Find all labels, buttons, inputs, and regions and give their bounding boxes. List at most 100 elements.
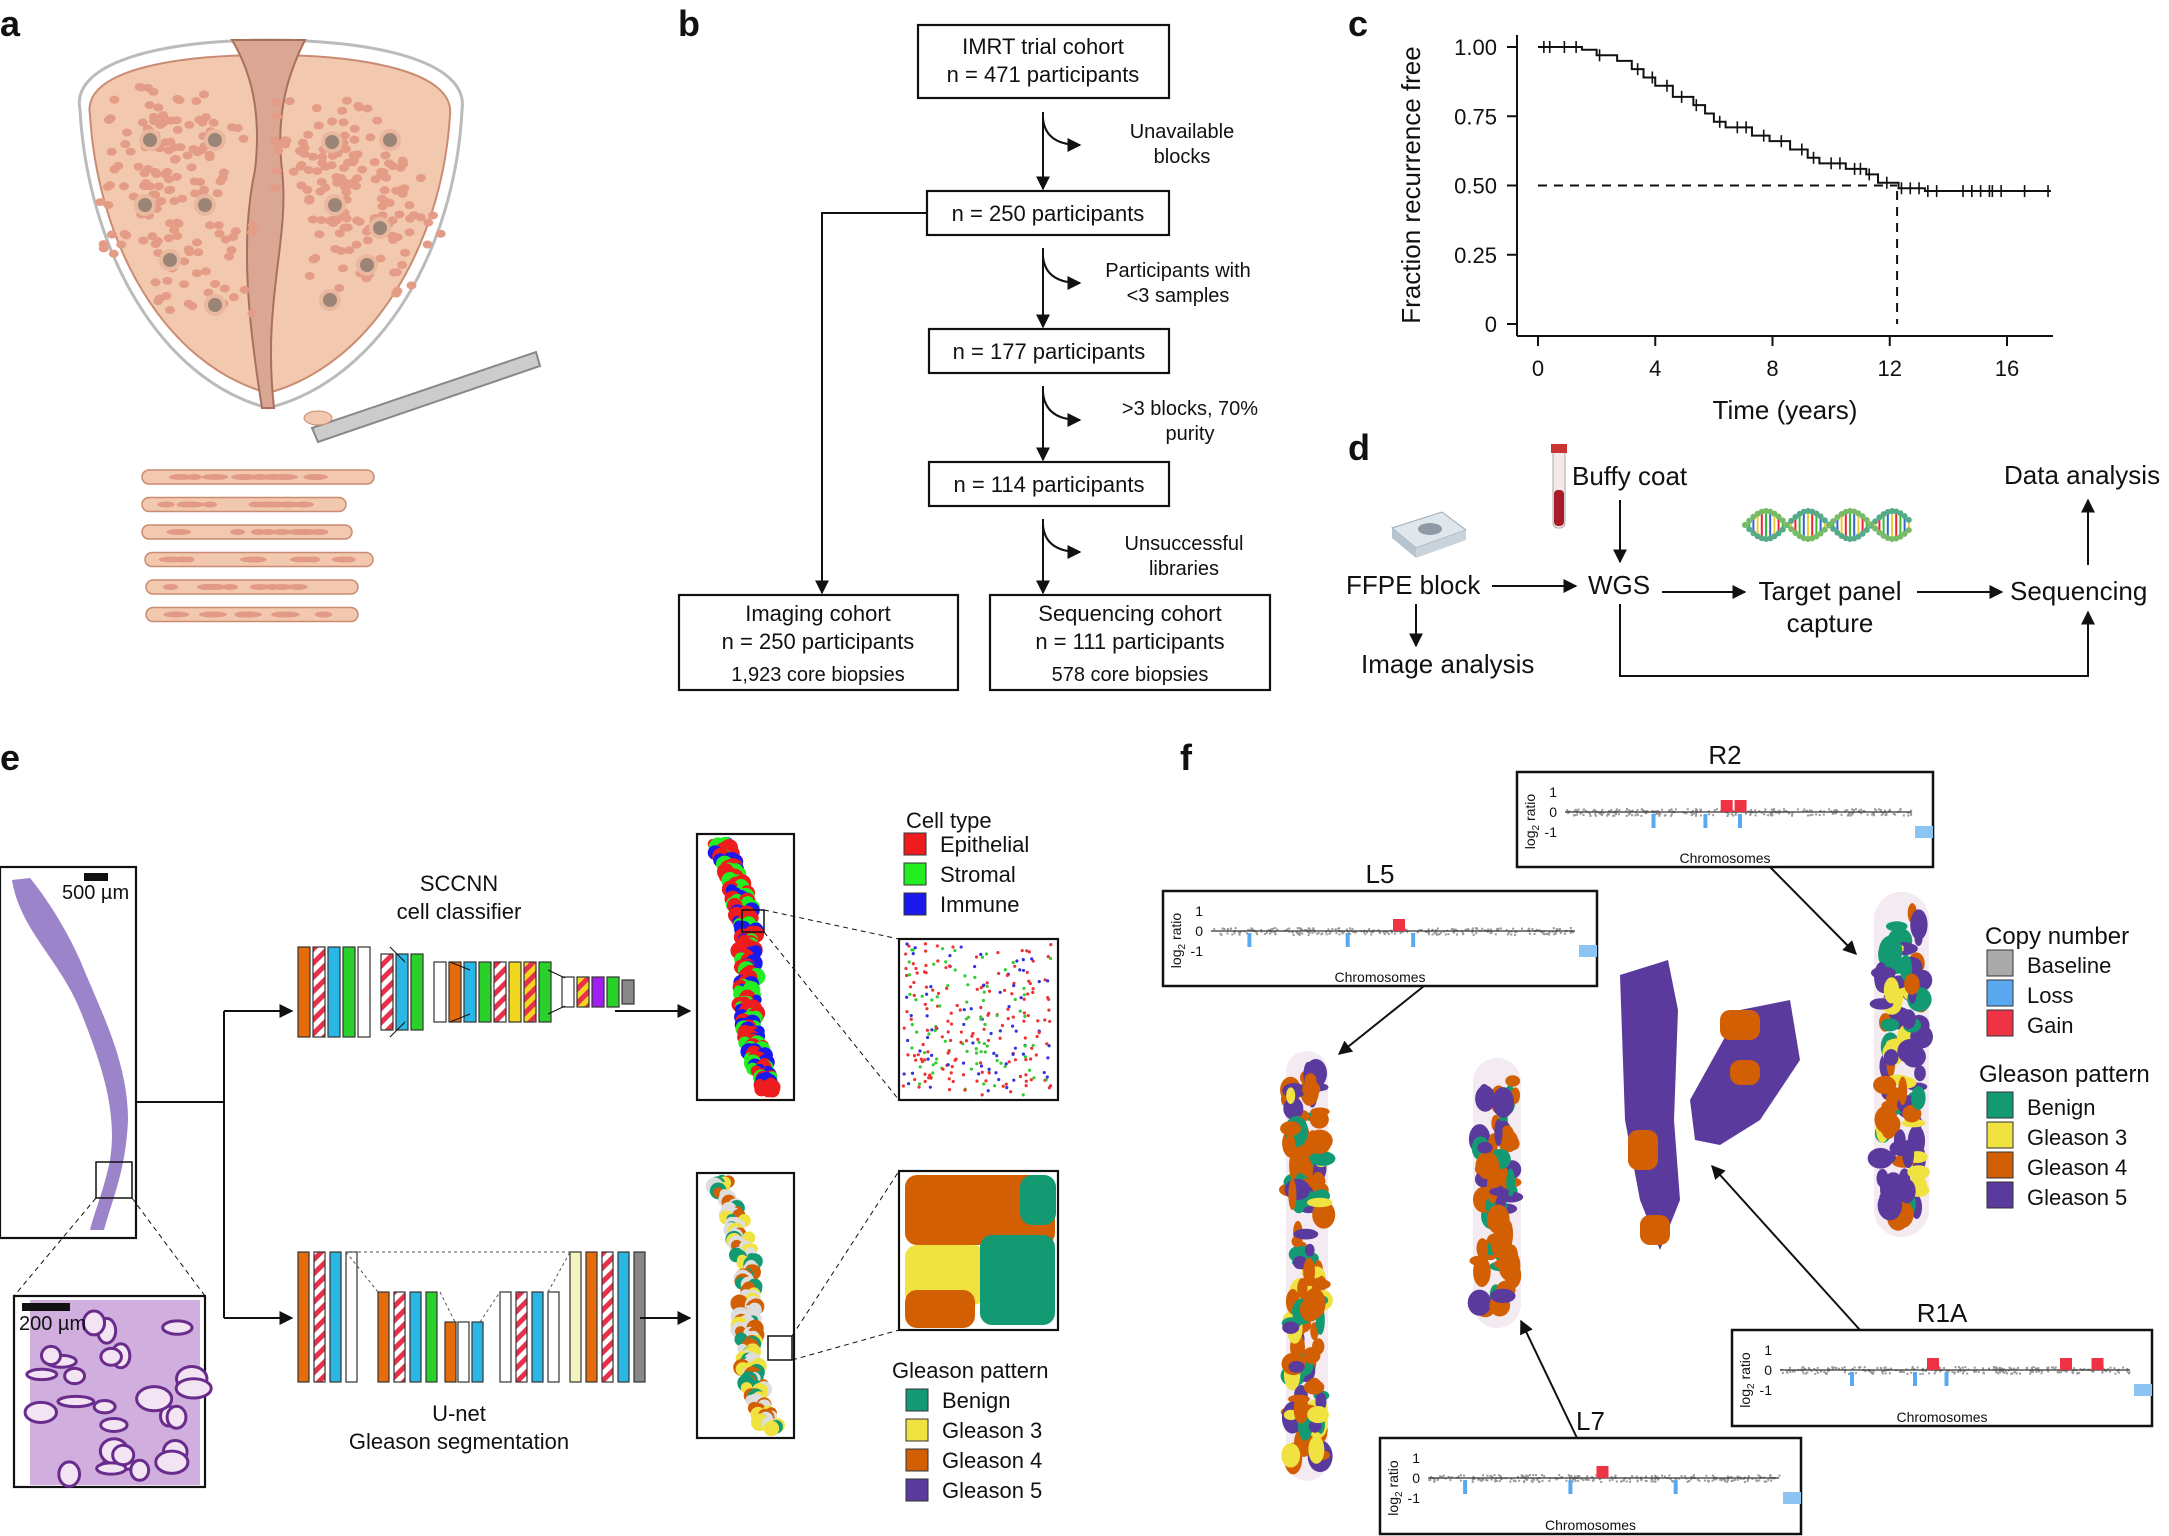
buffy-coat-label: Buffy coat [1572,461,1688,491]
baseline-point [1433,1480,1436,1483]
baseline-point [1611,1478,1614,1481]
baseline-point [1730,1479,1733,1482]
tumor-spot [415,173,426,182]
cell-dot [1035,1034,1039,1039]
baseline-point [1756,1480,1759,1483]
trial-cohort-title: IMRT trial cohort [962,34,1124,59]
baseline-point [1234,927,1237,930]
baseline-point [1472,933,1475,936]
baseline-point [1481,927,1484,930]
baseline-point [1574,808,1577,811]
baseline-point [1325,931,1328,934]
layer [357,946,371,1038]
baseline-point [1571,931,1574,934]
tumor-spot [317,159,328,168]
baseline-point [1433,1478,1436,1481]
tumor-spot [273,140,284,149]
baseline-point [1370,933,1373,936]
legend-swatch-baseline [1986,949,2014,977]
imaging-n: n = 250 participants [722,629,915,654]
tumor-spot [435,229,446,238]
baseline-point [1226,932,1229,935]
baseline-point [1251,928,1254,931]
tumor-spot [387,231,398,240]
strand [1771,510,1778,517]
baseline-point [1390,931,1393,934]
x-axis-label: Chromosomes [1334,969,1425,985]
baseline-point [1758,810,1761,813]
cell-dot [946,1019,950,1023]
baseline-point [1540,931,1543,934]
baseline-point [1606,814,1609,817]
baseline-point [2126,1370,2129,1373]
core-focus [303,474,327,480]
tumor-spot [140,179,151,188]
gland [81,1309,107,1337]
baseline-point [1995,1371,1998,1374]
tumor-spot [103,200,114,209]
core-focus [276,501,301,508]
gain-segment [1720,800,1733,812]
baseline-point [1874,808,1877,811]
strand [1830,525,1837,532]
tumor-spot [397,156,408,165]
cell-dot [1046,955,1050,959]
tumor-spot [187,302,198,311]
baseline-point [1864,1370,1867,1373]
baseline-point [1732,810,1735,813]
baseline-point [2019,1372,2022,1375]
baseline-point [1586,1475,1589,1478]
baseline-point [1313,930,1316,933]
tumor-spot [334,284,345,293]
baseline-point [1879,808,1882,811]
baseline-point [1512,1479,1515,1482]
layer [617,1251,630,1383]
y-tick-label: 0 [1412,1470,1420,1486]
baseline-point [1680,1475,1683,1478]
core [141,496,347,513]
baseline-point [1312,928,1315,931]
baseline-point [1672,1480,1675,1483]
tumor-region [1506,1168,1516,1197]
baseline-point [1311,932,1314,935]
baseline-point [1909,813,1912,816]
tumor-region [1498,1249,1521,1282]
baseline-point [1512,927,1515,930]
baseline-point [1683,811,1686,814]
tumor-spot [113,161,124,170]
cell-dot [954,1057,958,1061]
baseline-point [1802,1366,1805,1369]
cell-dot [1007,1005,1011,1009]
baseline-point [1712,814,1715,817]
baseline-point [1837,1367,1840,1370]
tumor-region [1281,1443,1301,1468]
baseline-point [1650,1475,1653,1478]
cell-dot [1012,984,1016,988]
baseline-point [1615,808,1618,811]
tumor-cell [204,294,226,316]
tumor-spot [104,181,115,190]
core-focus [307,556,321,563]
baseline-point [1335,932,1338,935]
tumor-spot [380,151,391,160]
cell-dot [1003,968,1007,972]
layer [601,1251,614,1383]
baseline-point [1747,810,1750,813]
baseline-point [1471,927,1474,930]
baseline-point [1568,1474,1571,1477]
cell-dot [1013,1058,1018,1062]
baseline-point [1764,808,1767,811]
baseline-point [1998,1369,2001,1372]
baseline-point [1695,814,1698,817]
baseline-point [1727,813,1730,816]
cn-plot-frame [1161,889,1599,988]
tumor-spot [119,229,130,238]
cell-dot [923,942,928,946]
cell-dot [948,1038,953,1043]
baseline-point [1849,814,1852,817]
layer [499,1291,512,1383]
loss-segment [1915,826,1933,838]
baseline-point [2012,1367,2015,1370]
scale-500um: 500 µm [62,882,129,904]
